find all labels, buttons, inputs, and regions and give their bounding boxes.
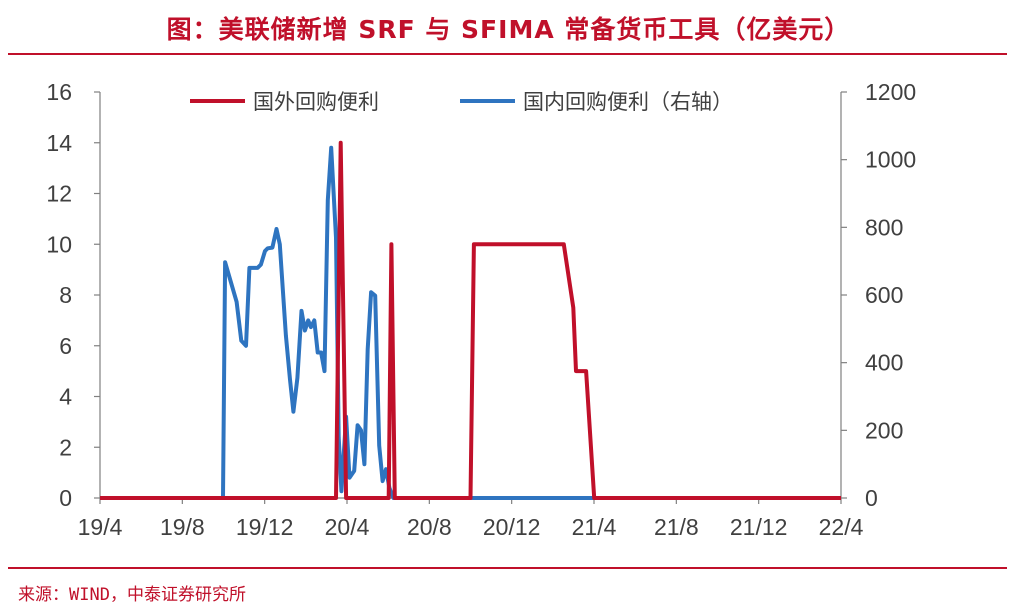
x-tick-label: 20/4	[325, 514, 370, 540]
y-right-tick-label: 200	[865, 417, 903, 443]
y-right-tick-label: 1200	[865, 79, 916, 105]
y-left-tick-label: 12	[46, 181, 72, 207]
y-left-tick-label: 6	[59, 333, 72, 359]
source-divider	[8, 567, 1007, 569]
y-left-tick-label: 14	[46, 130, 72, 156]
y-left-tick-label: 4	[59, 384, 72, 410]
y-right-tick-label: 400	[865, 350, 903, 376]
line-chart: 0 2 4 6 8 10 12 14 16 0 200 400 600 800 1000 1200 19/4 19…	[46, 79, 916, 540]
x-tick-label: 21/8	[654, 514, 699, 540]
x-tick-label: 22/4	[819, 514, 864, 540]
y-right-tick-label: 0	[865, 485, 878, 511]
x-tick-label: 19/8	[160, 514, 205, 540]
x-tick-label: 20/12	[483, 514, 541, 540]
x-tick-label: 19/4	[78, 514, 123, 540]
series-line-foreign-repo	[100, 140, 841, 500]
title-divider	[8, 53, 1007, 55]
y-left-tick-label: 8	[59, 282, 72, 308]
y-left-tick-label: 10	[46, 231, 72, 257]
x-tick-label: 21/12	[730, 514, 788, 540]
chart-axes: 0 2 4 6 8 10 12 14 16 0 200 400 600 800 1000 1200 19/4 19…	[46, 79, 916, 540]
x-tick-label: 21/4	[572, 514, 617, 540]
chart-title: 图：美联储新增 SRF 与 SFIMA 常备货币工具（亿美元）	[166, 15, 851, 44]
series-line-domestic-repo	[100, 145, 841, 500]
x-tick-label: 20/8	[407, 514, 452, 540]
y-left-tick-label: 16	[46, 79, 72, 105]
chart-series	[100, 140, 841, 500]
legend-label-foreign: 国外回购便利	[253, 91, 379, 114]
x-tick-label: 19/12	[236, 514, 294, 540]
y-right-tick-label: 800	[865, 214, 903, 240]
y-right-tick-label: 1000	[865, 147, 916, 173]
chart-legend: 国外回购便利 国内回购便利（右轴）	[190, 91, 733, 114]
y-right-tick-label: 600	[865, 282, 903, 308]
legend-label-domestic: 国内回购便利（右轴）	[523, 91, 733, 114]
source-note: 来源：WIND，中泰证券研究所	[18, 585, 246, 605]
y-left-tick-label: 2	[59, 434, 72, 460]
y-left-tick-label: 0	[59, 485, 72, 511]
